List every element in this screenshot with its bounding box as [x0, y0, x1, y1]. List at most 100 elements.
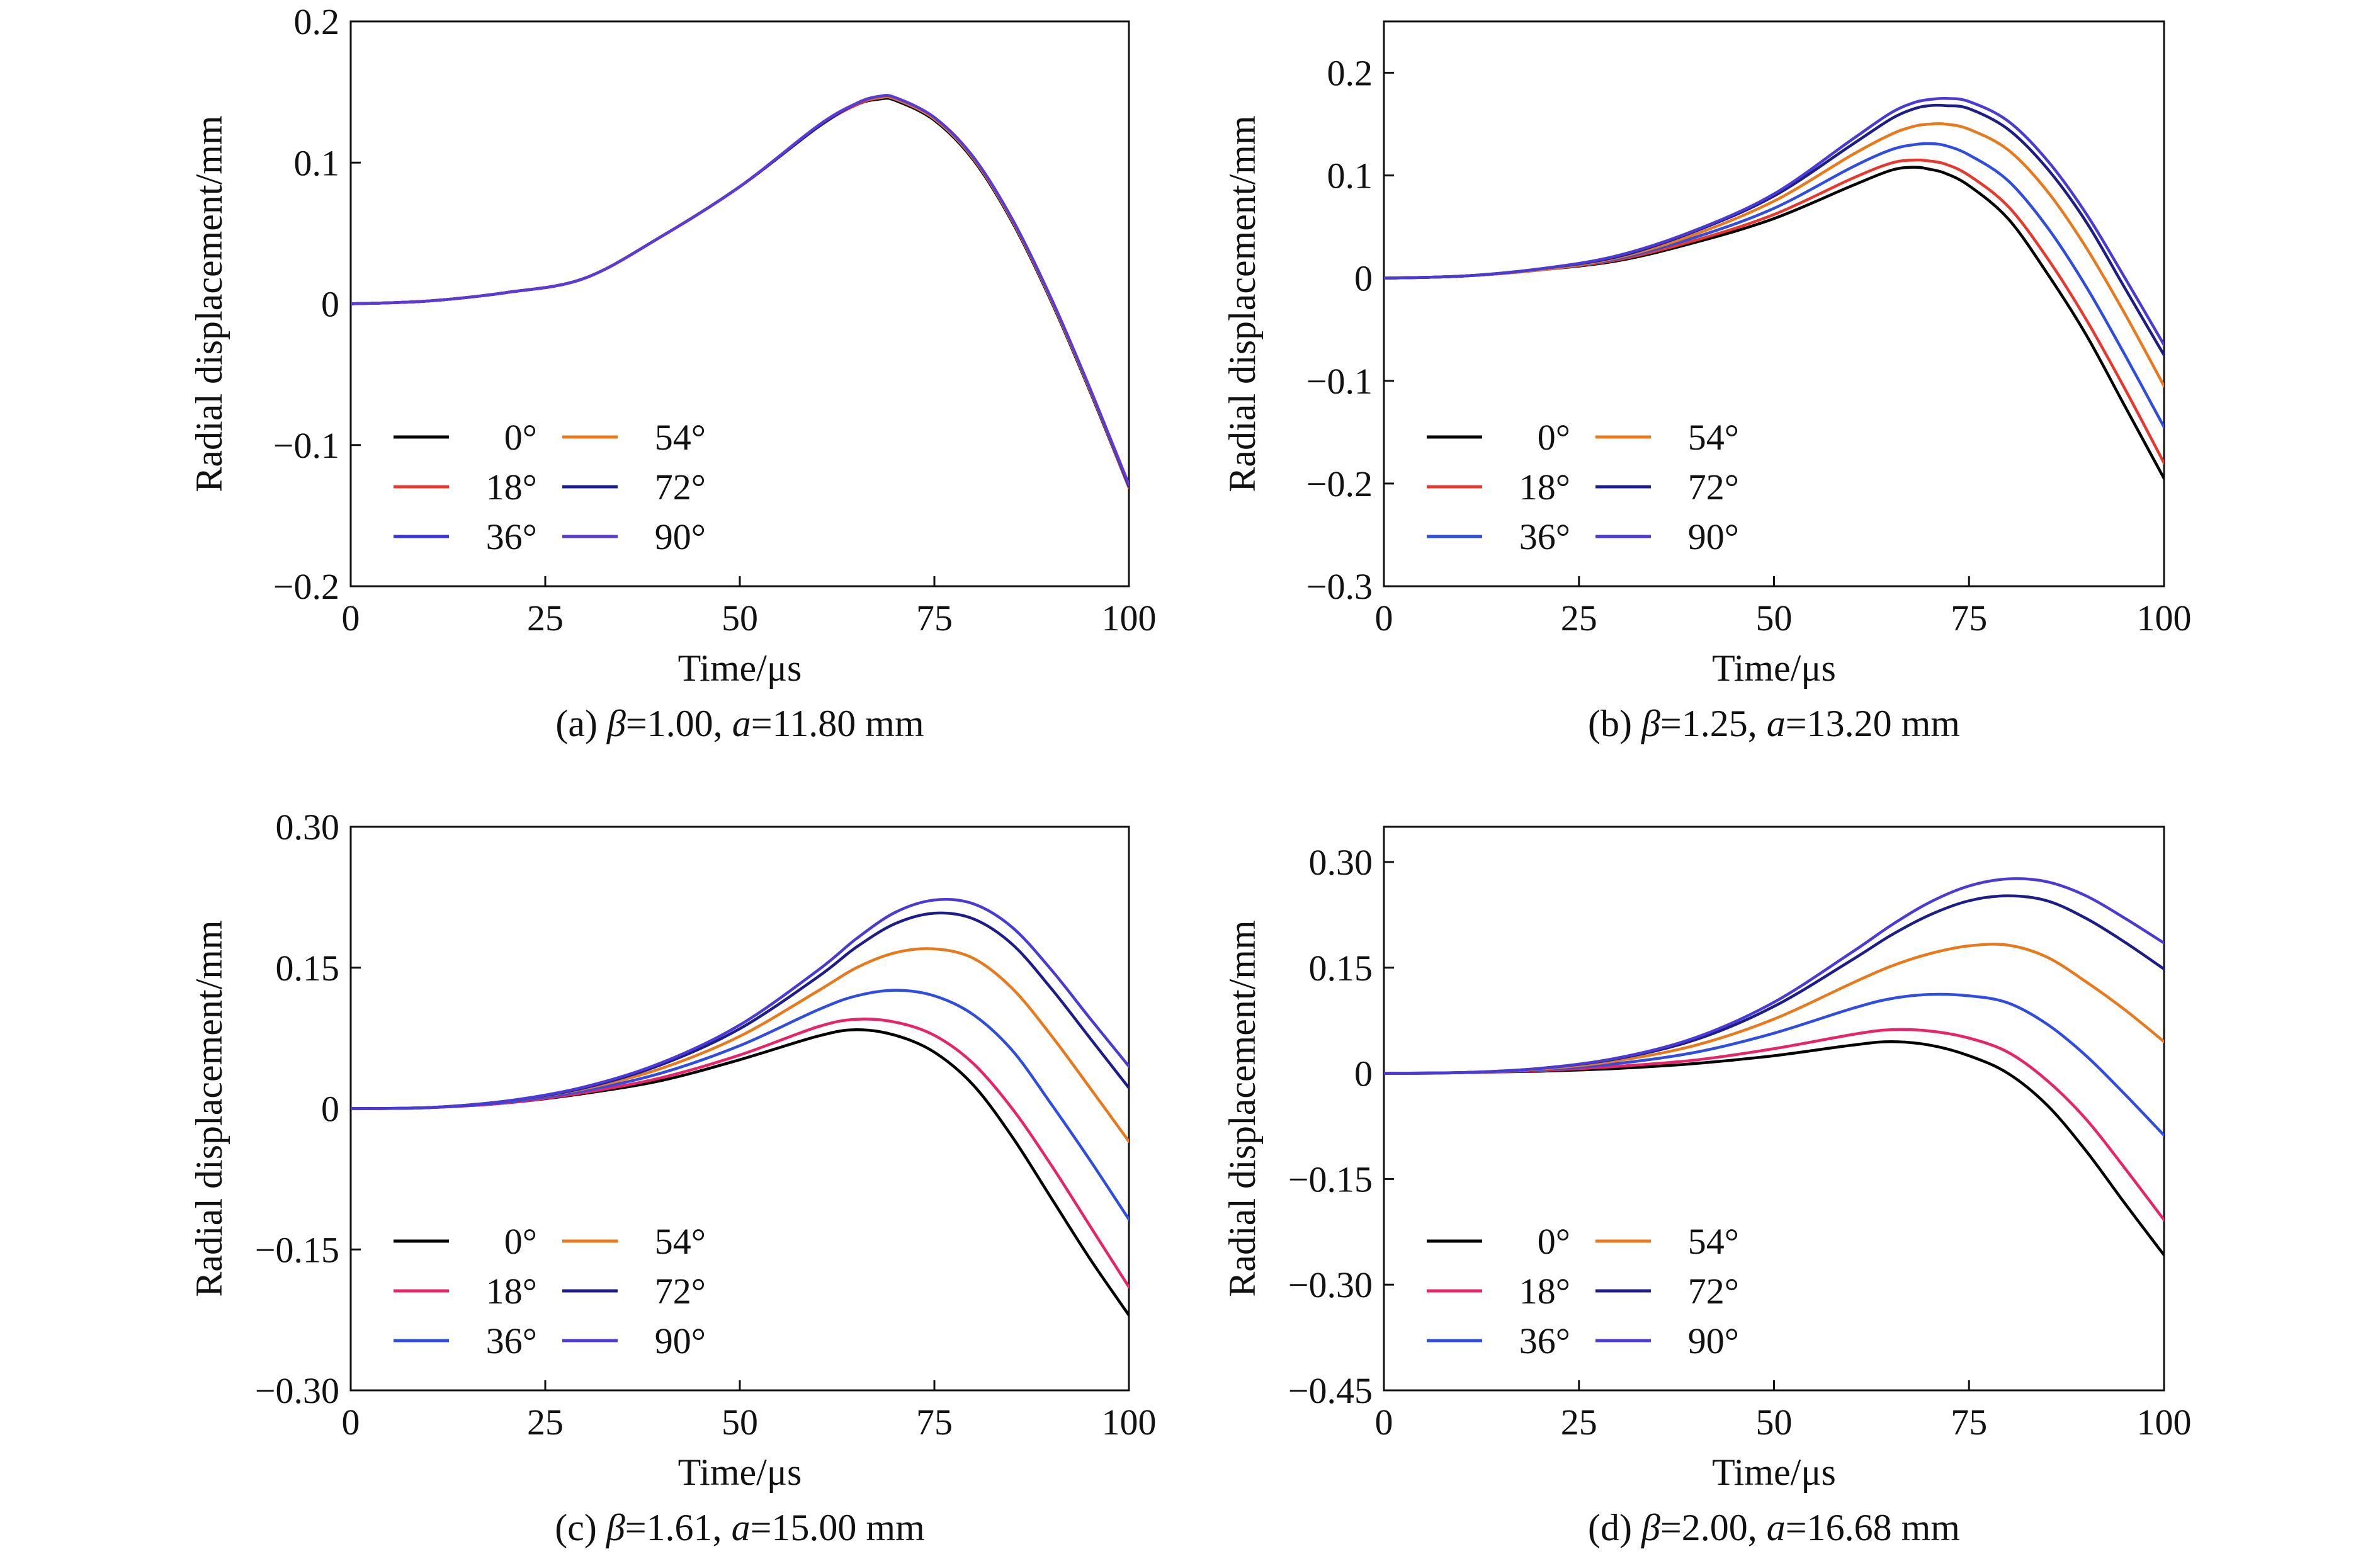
y-tick-label: 0.30 — [1309, 842, 1373, 883]
caption-symbol: β — [606, 703, 626, 744]
caption-text: =1.61, — [625, 1507, 732, 1548]
series-line-90deg — [1384, 877, 2164, 1075]
y-tick-label: 0.2 — [1327, 53, 1373, 94]
legend: 0° 18° 36° 54° 72° 90° — [394, 1221, 706, 1361]
y-axis-label: Radial displacement/mm — [188, 115, 230, 492]
chart-panel: 0 25 50 75 100 −0.30 −0.15 0 0.15 0.30 Time/μs Radi… — [188, 807, 1157, 1548]
y-tick-label: −0.45 — [1288, 1370, 1373, 1411]
series-line-0deg — [1384, 1040, 2164, 1257]
series-line-0deg — [351, 1028, 1129, 1317]
x-tick-label: 0 — [342, 1402, 360, 1443]
x-tick-label: 25 — [1561, 1402, 1597, 1443]
x-tick-label: 75 — [1951, 598, 1987, 639]
legend-label: 72° — [1688, 1271, 1739, 1312]
caption-text: =11.80 mm — [751, 703, 924, 744]
x-tick-label: 0 — [1375, 598, 1393, 639]
legend-label: 72° — [655, 467, 706, 508]
series-group — [351, 898, 1129, 1317]
x-axis-label: Time/μs — [1712, 1451, 1836, 1493]
y-tick-label: −0.1 — [273, 425, 339, 466]
caption-text: (d) — [1588, 1507, 1641, 1548]
y-tick-label: 0 — [1354, 1053, 1373, 1094]
legend-label: 18° — [1519, 1271, 1570, 1312]
legend-label: 0° — [504, 417, 537, 458]
series-line-54deg — [1384, 122, 2164, 388]
x-tick-label: 100 — [2137, 598, 2192, 639]
legend: 0° 18° 36° 54° 72° 90° — [1427, 417, 1739, 557]
series-line-36deg — [1384, 142, 2164, 429]
legend-label: 18° — [1519, 467, 1570, 508]
y-axis-label: Radial displacement/mm — [1221, 115, 1263, 492]
caption-symbol: a — [732, 1507, 751, 1548]
series-line-90deg — [351, 898, 1129, 1110]
caption-text: =1.25, — [1660, 703, 1767, 744]
legend-label: 36° — [1519, 516, 1570, 557]
y-tick-label: 0 — [321, 284, 339, 325]
series-line-90deg — [1384, 96, 2164, 346]
legend-label: 0° — [1538, 417, 1570, 458]
caption-text: (a) — [555, 703, 607, 744]
caption-text: =1.00, — [626, 703, 732, 744]
series-line-36deg — [1384, 992, 2164, 1137]
y-axis-label: Radial displacement/mm — [1221, 920, 1263, 1297]
series-line-72deg — [1384, 894, 2164, 1075]
legend-label: 54° — [655, 1221, 706, 1262]
x-tick-label: 25 — [527, 1402, 564, 1443]
series-line-72deg — [1384, 103, 2164, 357]
series-group — [1384, 96, 2164, 480]
panel-caption: (d) β=2.00, a=16.68 mm — [1588, 1507, 1960, 1548]
caption-symbol: a — [1767, 703, 1786, 744]
legend-label: 90° — [1688, 516, 1739, 557]
caption-symbol: β — [1641, 1507, 1660, 1548]
x-tick-label: 75 — [916, 598, 953, 639]
y-tick-label: 0 — [321, 1089, 339, 1130]
y-tick-label: −0.15 — [1288, 1159, 1373, 1200]
x-tick-label: 25 — [1561, 598, 1597, 639]
x-tick-label: 75 — [916, 1402, 953, 1443]
chart-panel: 0 25 50 75 100 −0.3 −0.2 −0.1 0 0.1 0.2 Time/μs Radi… — [1221, 20, 2192, 744]
legend-label: 18° — [486, 1271, 537, 1312]
x-tick-label: 100 — [1102, 598, 1157, 639]
panel-caption: (b) β=1.25, a=13.20 mm — [1588, 703, 1960, 744]
caption-text: =15.00 mm — [751, 1507, 925, 1548]
caption-symbol: β — [1641, 703, 1660, 744]
legend: 0° 18° 36° 54° 72° 90° — [394, 417, 706, 557]
series-line-90deg — [351, 94, 1129, 486]
y-tick-label: 0.30 — [276, 807, 340, 848]
plot-frame — [1383, 20, 2165, 588]
series-line-18deg — [1384, 1028, 2164, 1222]
caption-text: =16.68 mm — [1786, 1507, 1960, 1548]
legend-label: 90° — [1688, 1320, 1739, 1361]
legend-label: 36° — [486, 1320, 537, 1361]
y-tick-label: 0.15 — [1309, 948, 1373, 989]
legend: 0° 18° 36° 54° 72° 90° — [1427, 1221, 1739, 1361]
x-axis-label: Time/μs — [678, 1451, 802, 1493]
series-line-18deg — [1384, 158, 2164, 465]
legend-label: 72° — [655, 1271, 706, 1312]
legend-label: 18° — [486, 467, 537, 508]
caption-symbol: β — [606, 1507, 625, 1548]
x-axis-label: Time/μs — [1712, 647, 1836, 689]
caption-text: =2.00, — [1660, 1507, 1767, 1548]
series-group — [1384, 877, 2164, 1257]
series-group — [351, 94, 1129, 489]
x-tick-label: 75 — [1951, 1402, 1987, 1443]
caption-text: (b) — [1588, 703, 1641, 744]
plot-frame — [349, 20, 1130, 588]
series-line-72deg — [351, 911, 1129, 1110]
plot-frame — [1383, 826, 2165, 1392]
caption-text: =13.20 mm — [1786, 703, 1960, 744]
y-tick-label: −0.30 — [255, 1370, 339, 1411]
chart-panel: 0 25 50 75 100 −0.2 −0.1 0 0.1 0.2 Time/μs Radial d… — [188, 1, 1157, 744]
x-tick-label: 25 — [527, 598, 564, 639]
y-tick-label: −0.3 — [1306, 566, 1373, 607]
y-axis-label: Radial displacement/mm — [188, 920, 230, 1297]
x-tick-label: 0 — [342, 598, 360, 639]
panel-caption: (c) β=1.61, a=15.00 mm — [555, 1507, 925, 1548]
y-tick-label: 0 — [1354, 258, 1373, 299]
caption-symbol: a — [732, 703, 751, 744]
y-tick-label: −0.2 — [273, 566, 339, 607]
legend-label: 54° — [655, 417, 706, 458]
x-tick-label: 50 — [722, 598, 758, 639]
